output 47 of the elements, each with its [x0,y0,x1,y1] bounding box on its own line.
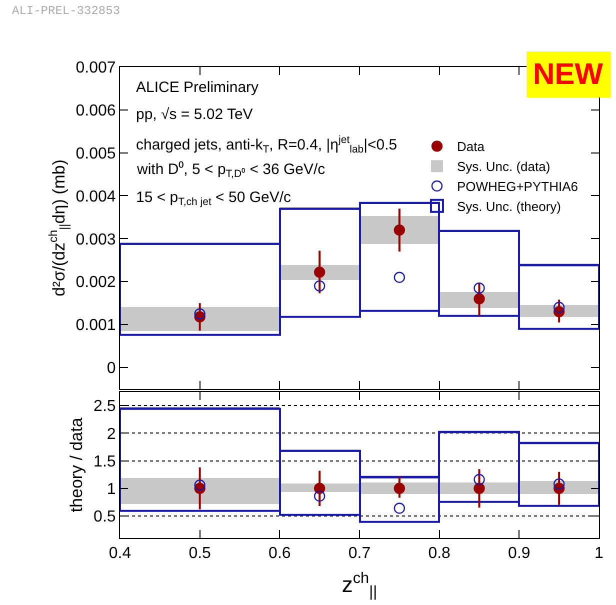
point [474,474,485,486]
point [194,308,206,320]
y-tick-label: 0 [106,360,116,378]
x-tick-label: 0.5 [188,545,212,562]
annotation: charged jets, anti-k$_{T}$, R=0.4, |η$^{jet}$$_{lab}$|<0.5 [136,134,398,156]
y-tick-label: 0.004 [76,188,116,206]
y-tick-label: 0.5 [94,508,116,526]
point [314,266,326,278]
legend-label: POWHEG+PYTHIA6 [456,179,578,194]
x-tick-label: 0.4 [108,545,132,562]
point [553,302,565,313]
point [394,272,406,283]
x-tick-label: 0.8 [428,545,451,562]
x-tick-label: 0.9 [508,545,530,562]
x-tick-label: 0.6 [268,545,291,562]
point [314,280,326,292]
y-tick-label: 0.003 [76,231,116,248]
y-tick-label: 2.5 [94,398,116,416]
point [314,490,326,502]
annotation: NEW [533,58,604,91]
point [474,282,485,294]
legend-label: Sys. Unc. (data) [456,159,550,174]
point [474,293,485,304]
x-tick-label: 0.7 [348,545,371,562]
y-axis-title: theory / data [67,417,86,512]
y-tick-label: 2 [106,426,116,443]
point [553,478,565,490]
y-tick-label: 0.001 [76,317,116,334]
annotation: 15 < p$_{T,ch jet}$ < 50 GeV/c [136,189,292,208]
annotation: pp, √s = 5.02 TeV [136,106,253,123]
point [474,482,485,494]
point [194,479,206,491]
y-tick-label: 1 [106,480,116,498]
y-tick-label: 0.005 [76,145,116,162]
point [394,502,406,514]
point [394,224,406,236]
point [394,482,406,494]
y-tick-label: 0.002 [76,274,116,292]
legend-label: Data [456,139,486,154]
x-tick-label: 1 [594,545,604,562]
annotation: ALICE Preliminary [136,79,260,96]
text: ALI-PREL-332853 [12,4,120,18]
y-tick-label: 0.007 [76,59,116,76]
y-tick-label: 0.006 [76,102,116,120]
annotation: with D⁰, 5 < p$_{T,D⁰}$ < 36 GeV/c [136,161,326,180]
y-tick-label: 1.5 [94,453,116,470]
legend-label: Sys. Unc. (theory) [456,198,562,214]
